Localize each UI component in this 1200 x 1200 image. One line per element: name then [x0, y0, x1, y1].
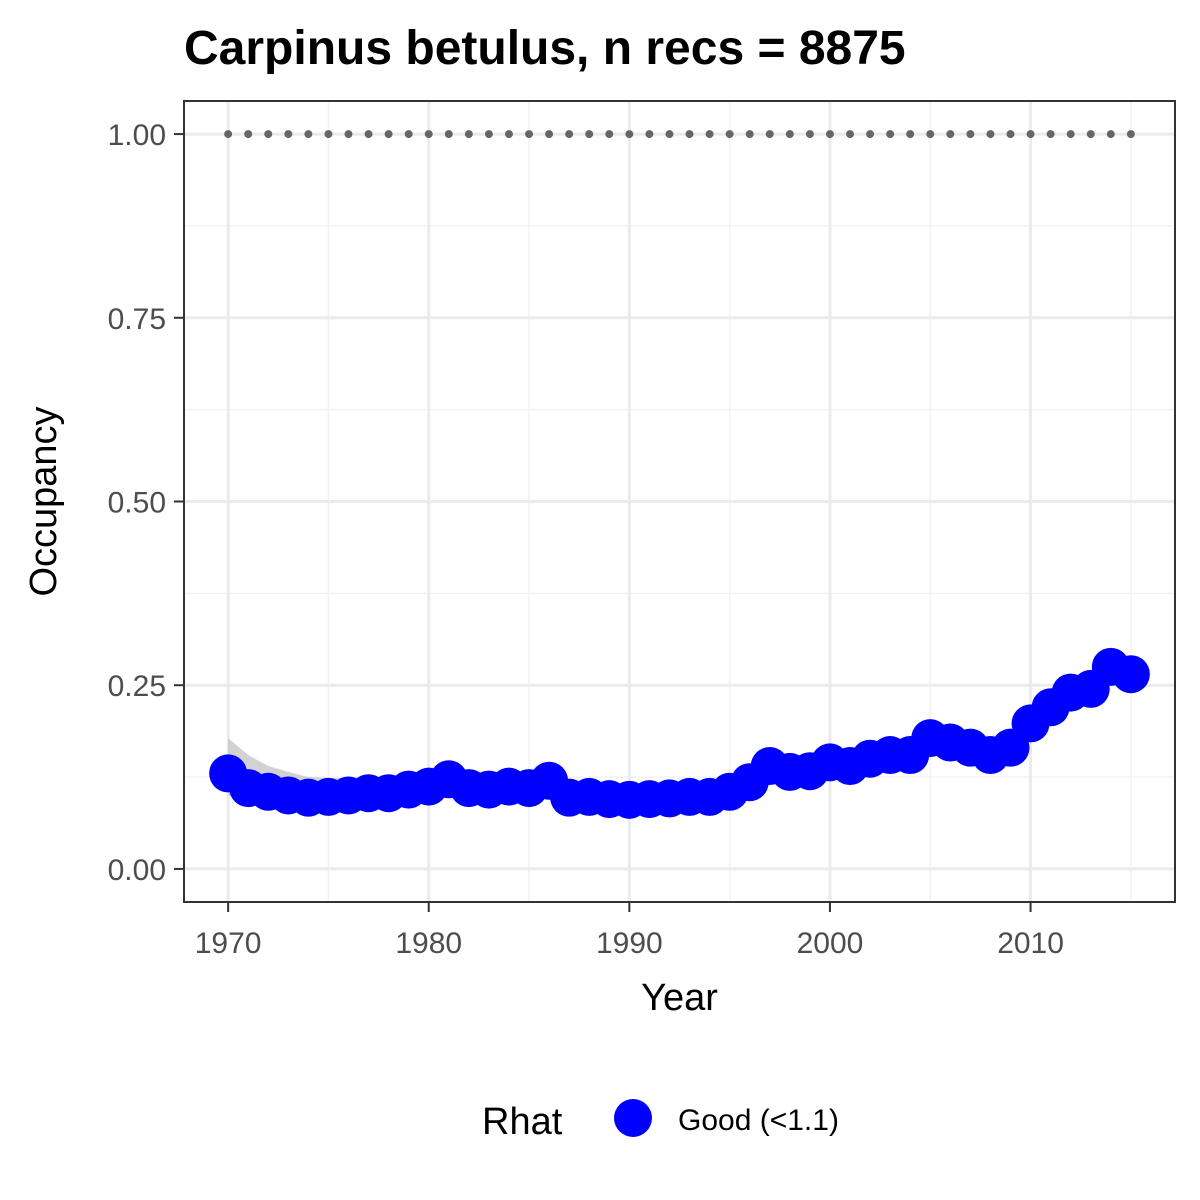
y-axis: 0.00 0.25 0.50 0.75 1.00: [108, 119, 184, 887]
chart-title: Carpinus betulus, n recs = 8875: [184, 22, 906, 75]
grid-major: [184, 101, 1175, 902]
y-axis-title: Occupancy: [23, 406, 65, 596]
legend-key-good: [614, 1099, 652, 1137]
x-tick-label: 1990: [596, 927, 663, 960]
x-tick-label: 1970: [195, 927, 262, 960]
x-tick-label: 2000: [797, 927, 864, 960]
x-axis: 1970 1980 1990 2000 2010: [195, 902, 1064, 960]
y-tick-label: 0.00: [108, 854, 166, 887]
y-tick-label: 0.25: [108, 670, 166, 703]
y-tick-label: 0.50: [108, 487, 166, 520]
legend-label-good: Good (<1.1): [678, 1104, 839, 1137]
x-tick-label: 1980: [395, 927, 462, 960]
legend-title: Rhat: [482, 1101, 563, 1143]
legend: Rhat Good (<1.1): [482, 1099, 839, 1143]
points-layer: [209, 647, 1150, 819]
y-tick-label: 0.75: [108, 303, 166, 336]
data-point: [1111, 655, 1150, 694]
y-tick-label: 1.00: [108, 119, 166, 152]
x-tick-label: 2010: [997, 927, 1064, 960]
x-axis-title: Year: [641, 977, 718, 1019]
